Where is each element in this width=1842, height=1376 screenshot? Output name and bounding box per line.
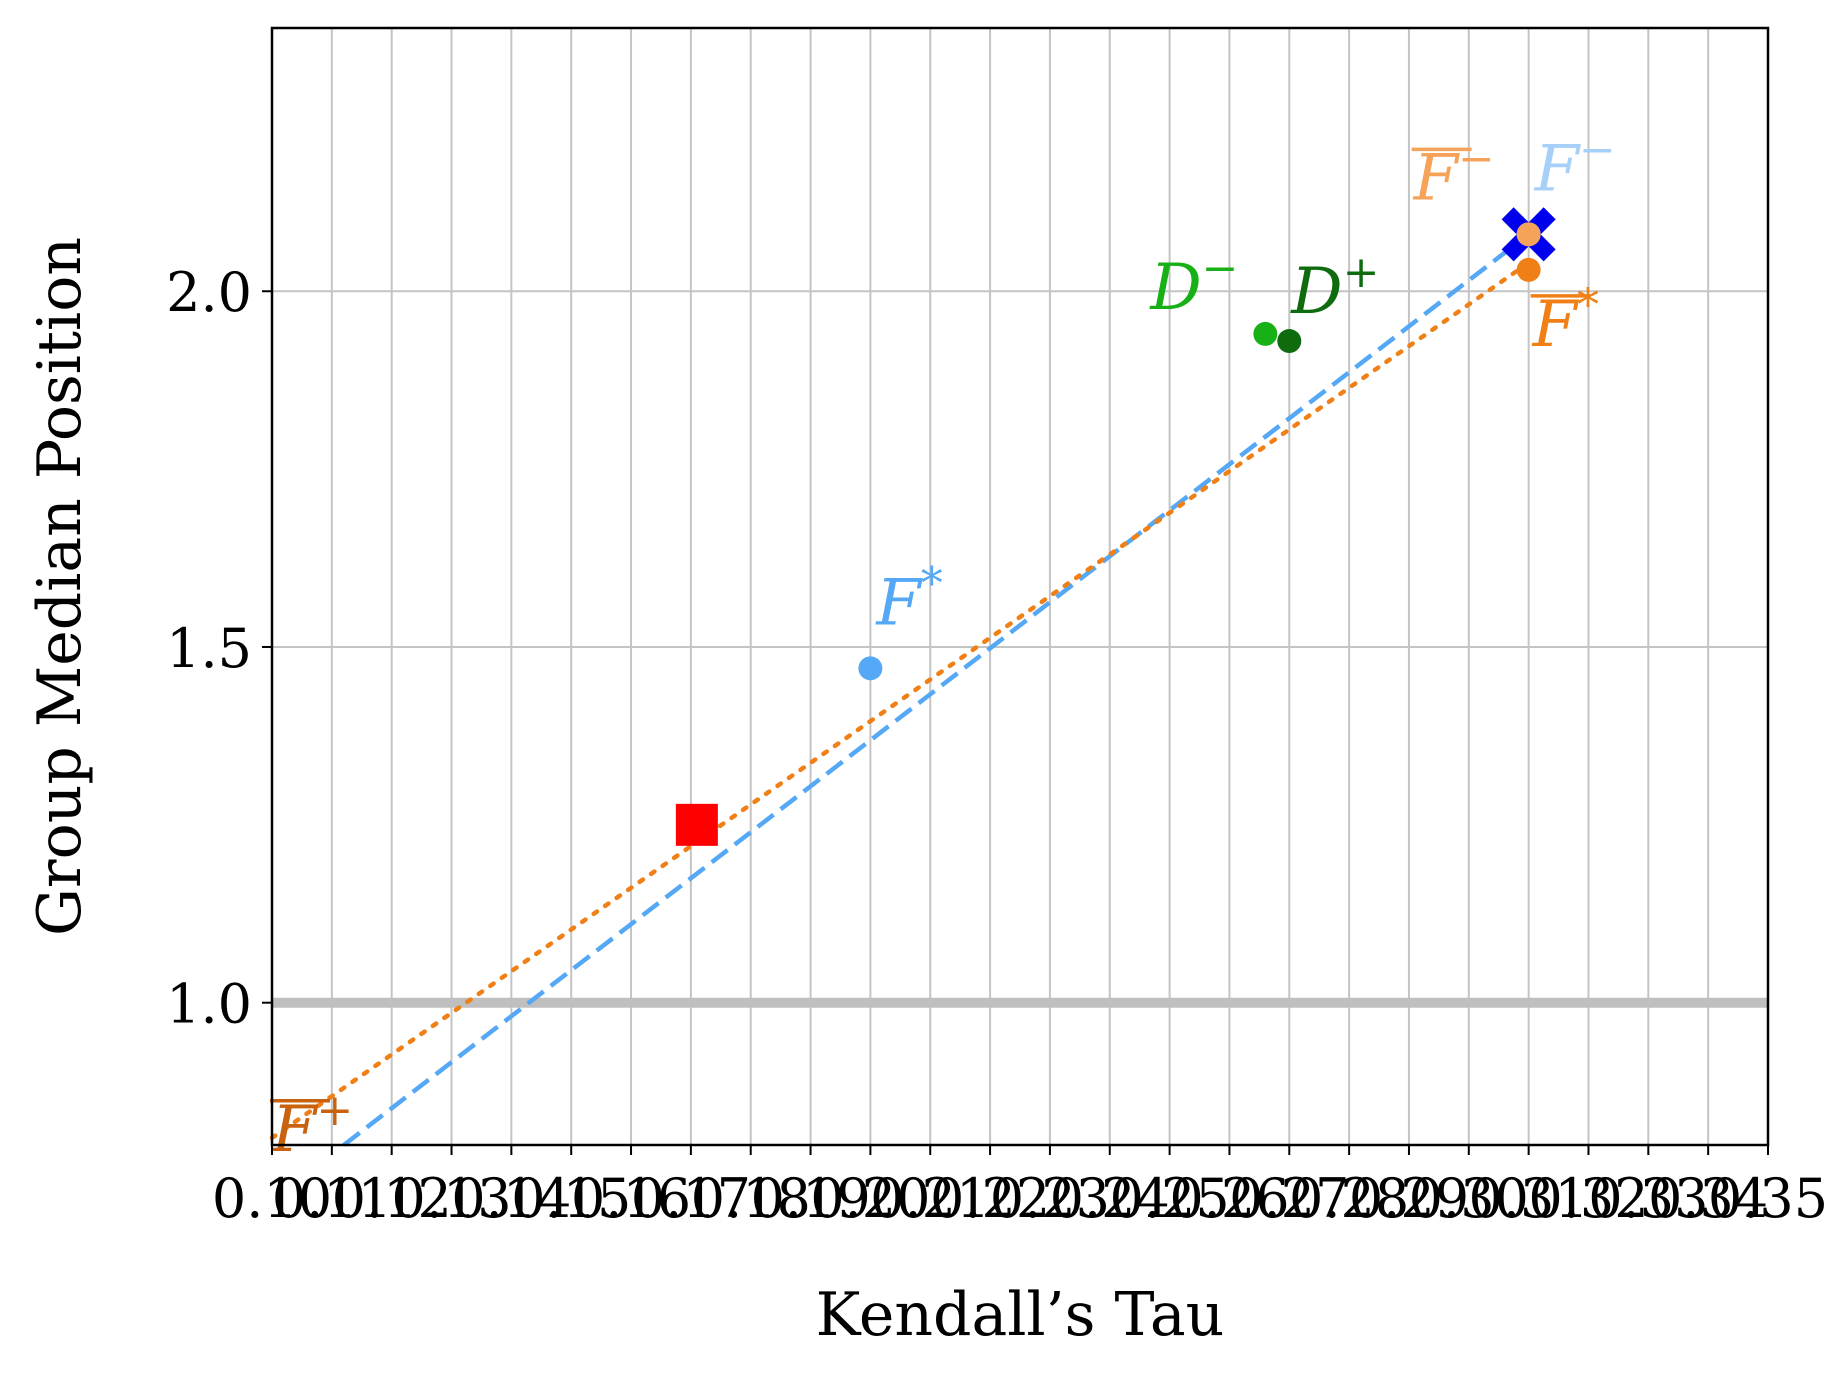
x-tick-label: 0.22 (930, 1167, 1050, 1230)
y-tick-label: 1.0 (166, 973, 252, 1036)
x-tick-label: 0.32 (1528, 1167, 1648, 1230)
plot-frame (270, 26, 1770, 1147)
x-tick-label: 0.28 (1289, 1167, 1409, 1230)
x-tick-label: 0.21 (870, 1167, 990, 1230)
point-d-marker (1277, 329, 1302, 354)
x-tick-label: 0.26 (1169, 1167, 1289, 1230)
x-tick-label: 0.10 (212, 1167, 332, 1230)
y-tick-label: 2.0 (166, 261, 252, 324)
dotted-trend-line (269, 260, 1531, 1141)
data-points (675, 207, 1556, 846)
grid-lines (271, 28, 1769, 1145)
label-f-minus: F− (1534, 124, 1616, 206)
trend-lines (269, 232, 1531, 1147)
x-tick-label: 0.15 (511, 1167, 631, 1230)
x-tick-label: 0.25 (1109, 1167, 1229, 1230)
x-tick-label: 0.35 (1708, 1167, 1828, 1230)
label-f-minus-bar: F− (1413, 133, 1495, 215)
x-tick-label: 0.20 (810, 1167, 930, 1230)
x-tick-label: 0.30 (1409, 1167, 1529, 1230)
label-f-plus-bar: F+ (271, 1085, 353, 1167)
x-tick-label: 0.17 (631, 1167, 751, 1230)
x-tick-label: 0.23 (990, 1167, 1110, 1230)
label-f-star: F* (875, 558, 942, 640)
dashed-trend-line (342, 232, 1531, 1147)
x-tick-label: 0.24 (1050, 1167, 1170, 1230)
y-axis-title: Group Median Position (25, 237, 95, 936)
point-labels: F* F− F* F− F+ D− D+ (270, 124, 1616, 1167)
x-tick-label: 0.18 (691, 1167, 811, 1230)
x-tick-label: 0.14 (451, 1167, 571, 1230)
point-f-marker (1516, 222, 1541, 247)
x-axis-title: Kendall’s Tau (816, 1280, 1225, 1350)
x-tick-label: 0.12 (332, 1167, 452, 1230)
x-tick-label: 0.31 (1469, 1167, 1589, 1230)
label-d-plus: D+ (1290, 247, 1379, 329)
point-d-marker (1253, 321, 1278, 346)
x-tick-label: 0.29 (1349, 1167, 1469, 1230)
x-tick-label: 0.16 (571, 1167, 691, 1230)
point-f-marker (1516, 257, 1541, 282)
x-tick-label: 0.11 (272, 1167, 392, 1230)
x-tick-label: 0.27 (1229, 1167, 1349, 1230)
y-axis-ticks: 1.0 1.5 2.0 (166, 261, 272, 1036)
x-tick-label: 0.34 (1648, 1167, 1768, 1230)
x-tick-label: 0.19 (750, 1167, 870, 1230)
y-tick-label: 1.5 (166, 617, 252, 680)
red-square-marker (675, 803, 718, 846)
x-tick-label: 0.33 (1588, 1167, 1708, 1230)
label-f-star-bar: F* (1532, 280, 1599, 362)
x-axis-ticks: 0.100.110.120.130.140.150.160.170.180.19… (212, 1145, 1828, 1230)
x-tick-label: 0.13 (391, 1167, 511, 1230)
label-d-minus: D− (1149, 243, 1238, 325)
point-f-marker (858, 656, 883, 681)
